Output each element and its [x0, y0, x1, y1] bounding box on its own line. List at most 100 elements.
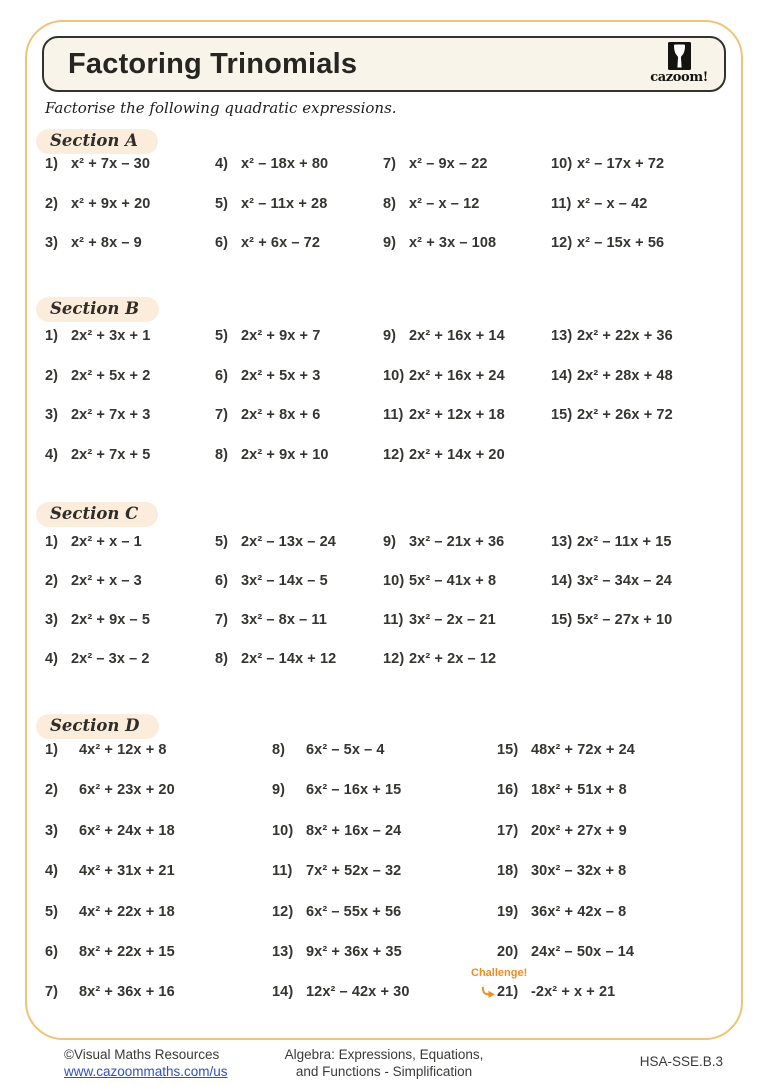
worksheet-frame — [25, 20, 743, 1040]
problem-expression: 20x² + 27x + 9 — [531, 822, 627, 839]
problem-item: 15) 5x² – 27x + 10 — [551, 612, 736, 651]
problem-expression: 5x² – 41x + 8 — [409, 573, 497, 589]
problem-number: 10) — [272, 822, 294, 839]
problem-number: 15) — [551, 612, 573, 628]
problem-item: 3) 6x² + 24x + 18 — [45, 823, 272, 863]
problem-expression: 36x² + 42x – 8 — [531, 903, 627, 920]
problem-number: 6) — [215, 367, 229, 384]
problem-item: 2) 2x² + 5x + 2 — [45, 368, 215, 408]
problem-expression: x² + 9x + 20 — [71, 195, 151, 212]
problem-expression: 2x² – 14x + 12 — [241, 651, 337, 667]
problem-number: 10) — [383, 367, 405, 384]
problem-expression: x² + 8x – 9 — [71, 235, 142, 251]
problem-item: 2) 6x² + 23x + 20 — [45, 782, 272, 822]
cazoom-logo: cazoom! — [650, 42, 708, 85]
section-a: Section A 1) x² + 7x – 30 2) x² + 9x + 20 3)… — [36, 129, 736, 275]
cazoom-drum-icon — [667, 42, 691, 70]
problem-expression: 4x² + 22x + 18 — [79, 903, 175, 920]
problem-number: 9) — [383, 534, 397, 550]
problem-number: 12) — [383, 651, 405, 667]
problem-expression: 2x² – 3x – 2 — [71, 651, 150, 667]
problem-number: 2) — [45, 367, 59, 384]
problem-number: 18) — [497, 863, 519, 880]
problem-expression: 2x² + 2x – 12 — [409, 651, 497, 667]
problem-number: 2) — [45, 782, 59, 799]
section-a-problems: 1) x² + 7x – 30 2) x² + 9x + 20 3) x² + 8x – … — [45, 156, 736, 275]
problem-expression: x² – x – 12 — [409, 195, 480, 212]
problem-number: 8) — [383, 195, 397, 212]
problem-number: 12) — [272, 903, 294, 920]
problem-expression: 2x² + 28x + 48 — [577, 367, 673, 384]
section-d: Section D 1) 4x² + 12x + 8 2) 6x² + 23x + 2… — [36, 714, 736, 1025]
problem-number: 4) — [45, 863, 59, 880]
problem-expression: 2x² + x – 3 — [71, 573, 142, 589]
problem-item: 6) 3x² – 14x – 5 — [215, 573, 383, 612]
problem-expression: x² – 15x + 56 — [577, 235, 665, 251]
problem-expression: 2x² + 14x + 20 — [409, 446, 505, 463]
problem-expression: 2x² + 26x + 72 — [577, 407, 673, 423]
problem-item: 15) 48x² + 72x + 24 — [497, 742, 736, 782]
section-d-label: Section D — [36, 714, 160, 739]
problem-expression: 5x² – 27x + 10 — [577, 612, 673, 628]
problem-number: 9) — [383, 328, 397, 344]
problem-item: 12) x² – 15x + 56 — [551, 235, 736, 275]
problem-item: 11) x² – x – 42 — [551, 196, 736, 236]
problem-number: 7) — [215, 612, 229, 628]
problem-number: 7) — [215, 407, 229, 423]
problem-item: 12) 2x² + 2x – 12 — [383, 651, 551, 690]
problem-expression: x² + 7x – 30 — [71, 156, 150, 172]
problem-number: 4) — [45, 651, 59, 667]
problem-expression: 8x² + 22x + 15 — [79, 943, 175, 960]
problem-item: 5) 4x² + 22x + 18 — [45, 904, 272, 944]
problem-item: 8) 2x² + 9x + 10 — [215, 447, 383, 487]
problem-number: 2) — [45, 573, 59, 589]
problem-item: 8) 2x² – 14x + 12 — [215, 651, 383, 690]
website-link[interactable]: www.cazoommaths.com/us — [64, 1064, 228, 1079]
problem-expression: 18x² + 51x + 8 — [531, 782, 627, 799]
problem-expression: x² – 18x + 80 — [241, 156, 329, 172]
problem-expression: 7x² + 52x – 32 — [306, 863, 402, 880]
instruction-text: Factorise the following quadratic expres… — [45, 99, 397, 117]
problem-number: 3) — [45, 407, 59, 423]
problem-expression: 12x² – 42x + 30 — [306, 984, 410, 1001]
problem-number: 15) — [497, 742, 519, 758]
problem-item: 5) 2x² – 13x – 24 — [215, 534, 383, 573]
problem-number: 3) — [45, 612, 59, 628]
problem-expression: x² + 6x – 72 — [241, 235, 320, 251]
problem-expression: 2x² + 22x + 36 — [577, 328, 673, 344]
footer-left: ©Visual Maths Resources www.cazoommaths.… — [64, 1046, 228, 1080]
problem-number: 5) — [215, 534, 229, 550]
problem-expression: 3x² – 14x – 5 — [241, 573, 328, 589]
problem-item: 3) 2x² + 7x + 3 — [45, 407, 215, 447]
problem-item: 3) x² + 8x – 9 — [45, 235, 215, 275]
problem-item: 2) 2x² + x – 3 — [45, 573, 215, 612]
problem-number: 8) — [272, 742, 286, 758]
problem-expression: 2x² + x – 1 — [71, 534, 142, 550]
problem-number: 2) — [45, 195, 59, 212]
problem-item: 7) 3x² – 8x – 11 — [215, 612, 383, 651]
challenge-arrow-icon — [481, 987, 495, 999]
problem-item: 5) 2x² + 9x + 7 — [215, 328, 383, 368]
problem-number: 5) — [215, 328, 229, 344]
problem-item: 13) 2x² – 11x + 15 — [551, 534, 736, 573]
problem-number: 9) — [383, 235, 397, 251]
problem-item: 2) x² + 9x + 20 — [45, 196, 215, 236]
problem-item: 3) 2x² + 9x – 5 — [45, 612, 215, 651]
problem-expression: 2x² + 9x + 10 — [241, 446, 329, 463]
problem-expression: x² – 11x + 28 — [241, 195, 328, 212]
problem-number: 1) — [45, 328, 59, 344]
problem-item: 16) 18x² + 51x + 8 — [497, 782, 736, 822]
problem-expression: 2x² + 9x – 5 — [71, 612, 150, 628]
problem-item: 7) 8x² + 36x + 16 — [45, 984, 272, 1024]
problem-expression: 2x² + 5x + 3 — [241, 367, 321, 384]
section-b-problems: 1) 2x² + 3x + 1 2) 2x² + 5x + 2 3) 2x² + 7x +… — [45, 328, 736, 486]
problem-item: 6) 2x² + 5x + 3 — [215, 368, 383, 408]
problem-expression: x² – 9x – 22 — [409, 156, 488, 172]
problem-number: 11) — [551, 195, 572, 212]
footer: ©Visual Maths Resources www.cazoommaths.… — [0, 1046, 768, 1086]
problem-item: 8) x² – x – 12 — [383, 196, 551, 236]
problem-expression: 2x² – 11x + 15 — [577, 534, 672, 550]
problem-item: 11) 2x² + 12x + 18 — [383, 407, 551, 447]
problem-number: 7) — [45, 984, 59, 1001]
problem-expression: 4x² + 12x + 8 — [79, 742, 167, 758]
